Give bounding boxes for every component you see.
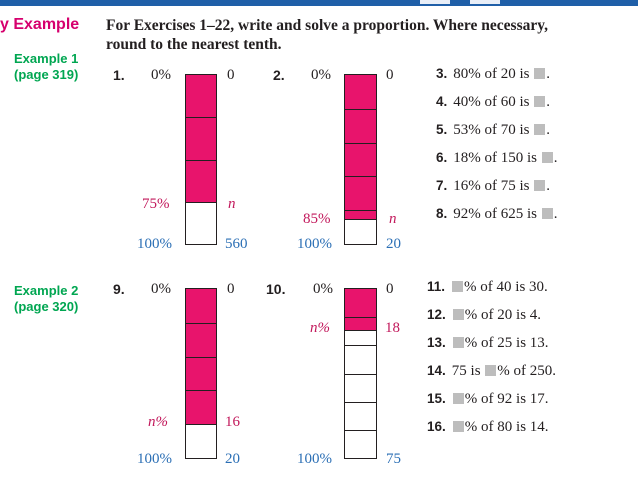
example1-page: (page 319) [14,67,79,82]
bar-mid-value: 18 [385,320,400,336]
answer-blank [534,68,546,79]
top-tab [420,0,450,4]
bar-segment-divider [345,373,376,375]
problem-item: 11.% of 40 is 30. [427,279,548,295]
answer-blank [452,281,464,292]
instructions-line-2: round to the nearest tenth. [106,36,282,53]
instructions-line-1: For Exercises 1–22, write and solve a pr… [106,17,548,34]
bar-bottom-value: 75 [386,451,401,467]
bar-fill-boundary [345,218,376,220]
bar-top-value: 0 [386,281,394,297]
answer-blank [534,96,546,107]
bar-bottom-percent: 100% [137,451,172,467]
answer-blank [534,180,546,191]
problem-item: 7. 16% of 75 is . [436,178,551,194]
percent-bar [185,288,217,459]
bar-bottom-percent: 100% [137,236,172,252]
answer-blank [541,208,553,219]
percent-bar [344,74,377,245]
bar-mid-percent: n% [310,320,330,336]
problem-item: 15.% of 92 is 17. [427,391,549,407]
top-color-bar [0,0,638,6]
top-tab [470,0,500,4]
bar-segment-divider [186,159,216,161]
bar-top-percent: 0% [311,67,331,83]
section-heading: y Example [0,16,80,33]
bar-mid-percent: 85% [303,211,331,227]
bar-mid-value: n [389,211,397,227]
bar-top-value: 0 [227,67,235,83]
bar-segment-divider [345,317,376,319]
bar-bottom-value: 20 [386,236,401,252]
bar-segment-divider [345,142,376,144]
example2-title: Example 2 [14,283,79,298]
bar-mid-value: 16 [225,414,240,430]
bar-segment-divider [345,108,376,110]
bar-fill [186,75,216,202]
problem-item: 5. 53% of 70 is . [436,122,551,138]
exercise-number: 1. [113,67,125,83]
example1-title: Example 1 [14,51,79,66]
bar-segment-divider [345,401,376,403]
bar-segment-divider [345,210,376,212]
example2-page: (page 320) [14,299,79,314]
problem-item: 12.% of 20 is 4. [427,307,542,323]
bar-segment-divider [186,322,216,324]
answer-blank [452,337,464,348]
percent-bar [344,288,377,459]
exercise-number: 9. [113,281,125,297]
exercise-number: 10. [266,281,286,297]
problem-item: 16.% of 80 is 14. [427,419,549,435]
bar-segment-divider [186,356,216,358]
bar-fill [345,289,376,330]
answer-blank [541,152,553,163]
problem-item: 13.% of 25 is 13. [427,335,549,351]
bar-segment-divider [186,117,216,119]
problem-item: 6. 18% of 150 is . [436,150,558,166]
bar-segment-divider [345,176,376,178]
bar-top-percent: 0% [151,281,171,297]
bar-fill-boundary [345,329,376,331]
bar-bottom-value: 560 [225,236,248,252]
bar-mid-percent: 75% [142,196,170,212]
percent-bar [185,74,217,245]
answer-blank [452,309,464,320]
bar-fill-boundary [186,424,216,426]
bar-top-value: 0 [227,281,235,297]
bar-bottom-value: 20 [225,451,240,467]
bar-fill-boundary [186,201,216,203]
bar-mid-value: n [228,196,236,212]
bar-segment-divider [345,345,376,347]
problem-item: 14. 75 is % of 250. [427,363,557,379]
answer-blank [485,365,497,376]
bar-segment-divider [186,390,216,392]
problem-item: 3. 80% of 20 is . [436,66,551,82]
bar-segment-divider [345,429,376,431]
answer-blank [452,421,464,432]
exercise-number: 2. [273,67,285,83]
bar-bottom-percent: 100% [297,451,332,467]
bar-fill [345,75,376,219]
bar-top-percent: 0% [313,281,333,297]
problem-item: 4. 40% of 60 is . [436,94,551,110]
bar-bottom-percent: 100% [297,236,332,252]
bar-top-value: 0 [386,67,394,83]
bar-top-percent: 0% [151,67,171,83]
answer-blank [452,393,464,404]
answer-blank [534,124,546,135]
bar-mid-percent: n% [148,414,168,430]
problem-item: 8. 92% of 625 is . [436,206,558,222]
